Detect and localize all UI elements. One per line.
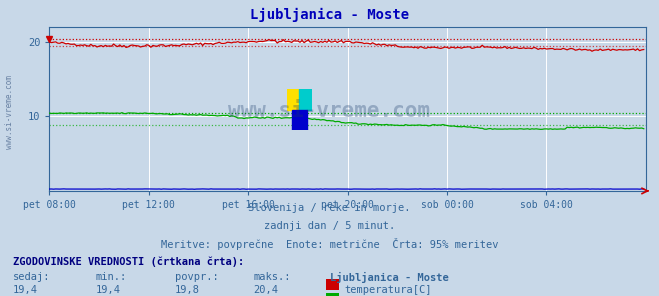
Text: povpr.:: povpr.:: [175, 272, 218, 282]
Text: zadnji dan / 5 minut.: zadnji dan / 5 minut.: [264, 221, 395, 231]
Text: 19,4: 19,4: [96, 285, 121, 295]
Text: Slovenija / reke in morje.: Slovenija / reke in morje.: [248, 203, 411, 213]
Text: www.si-vreme.com: www.si-vreme.com: [5, 75, 14, 149]
Text: temperatura[C]: temperatura[C]: [344, 285, 432, 295]
Bar: [292, 110, 306, 130]
Text: 19,4: 19,4: [13, 285, 38, 295]
Text: maks.:: maks.:: [254, 272, 291, 282]
Text: sedaj:: sedaj:: [13, 272, 51, 282]
Text: ZGODOVINSKE VREDNOSTI (črtkana črta):: ZGODOVINSKE VREDNOSTI (črtkana črta):: [13, 256, 244, 266]
Bar: [287, 89, 299, 110]
Text: 19,8: 19,8: [175, 285, 200, 295]
Text: 20,4: 20,4: [254, 285, 279, 295]
Text: Meritve: povprečne  Enote: metrične  Črta: 95% meritev: Meritve: povprečne Enote: metrične Črta:…: [161, 238, 498, 250]
Text: Ljubljanica - Moste: Ljubljanica - Moste: [330, 272, 448, 283]
Text: www.si-vreme.com: www.si-vreme.com: [229, 101, 430, 121]
Bar: [299, 89, 312, 110]
Text: Ljubljanica - Moste: Ljubljanica - Moste: [250, 7, 409, 22]
Text: min.:: min.:: [96, 272, 127, 282]
